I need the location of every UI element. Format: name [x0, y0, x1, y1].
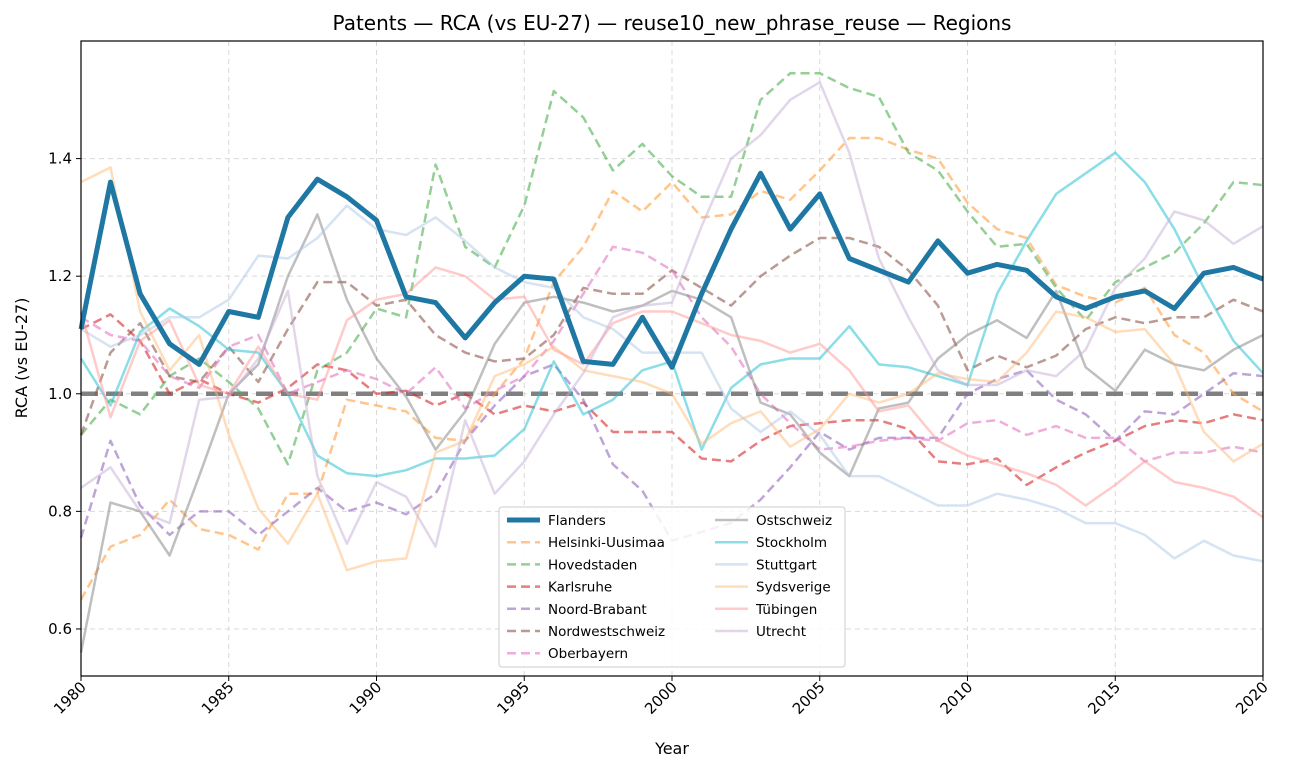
legend-label-stockholm: Stockholm: [756, 535, 827, 551]
legend-label-nordwestschweiz: Nordwestschweiz: [548, 624, 665, 640]
y-tick-label: 0.6: [48, 620, 72, 638]
legend-label-hovedstaden: Hovedstaden: [548, 557, 637, 573]
x-tick-label: 1985: [198, 678, 238, 718]
y-tick-label: 1.4: [48, 150, 72, 168]
legend-label-flanders: Flanders: [548, 513, 606, 529]
legend-label-karlsruhe: Karlsruhe: [548, 580, 612, 596]
chart-title: Patents — RCA (vs EU-27) — reuse10_new_p…: [333, 11, 1012, 35]
y-axis-label: RCA (vs EU-27): [12, 298, 31, 419]
x-tick-label: 1990: [346, 678, 386, 718]
series-line-karlsruhe: [80, 313, 1264, 487]
series-line-helsinki-uusimaa: [79, 136, 1264, 601]
y-tick-label: 1.0: [48, 385, 72, 403]
series-line-utrecht: [80, 80, 1264, 548]
series-line-nordwestschweiz: [79, 236, 1264, 436]
x-tick-label: 2020: [1232, 678, 1272, 718]
x-tick-label: 1980: [50, 678, 90, 718]
x-tick-label: 2015: [1084, 678, 1124, 718]
y-tick-label: 0.8: [48, 502, 72, 520]
series-line-ostschweiz: [79, 213, 1264, 653]
x-tick-label: 2000: [641, 678, 681, 718]
y-axis: 0.6 0.8 1.0 1.2 1.4: [48, 150, 81, 638]
series-line-oberbayern: [80, 245, 1264, 463]
series-layer: [78, 72, 1264, 653]
series-line-flanders: [78, 170, 1264, 370]
legend-label-oberbayern: Oberbayern: [548, 646, 628, 662]
series-line-sydsverige: [80, 166, 1264, 572]
legend-label-noord-brabant: Noord-Brabant: [548, 602, 647, 618]
series-line-hovedstaden: [80, 72, 1264, 466]
legend-label-helsinki-uusimaa: Helsinki-Uusimaa: [548, 535, 665, 551]
legend-label-sydsverige: Sydsverige: [756, 580, 831, 596]
legend-box: [498, 506, 846, 668]
x-axis: 1980 1985 1990 1995 2000 2005 2010 2015 2020: [50, 676, 1272, 718]
legend: Flanders Helsinki-Uusimaa Hovedstaden Karls…: [498, 506, 846, 668]
legend-label-utrecht: Utrecht: [756, 624, 806, 640]
legend-label-ostschweiz: Ostschweiz: [756, 513, 832, 529]
x-tick-label: 2010: [937, 678, 977, 718]
legend-label-stuttgart: Stuttgart: [756, 557, 817, 573]
x-tick-label: 2005: [789, 678, 829, 718]
x-tick-label: 1995: [493, 678, 533, 718]
series-line-t-bingen: [79, 266, 1264, 519]
legend-label-t-bingen: Tübingen: [755, 602, 817, 618]
y-tick-label: 1.2: [48, 267, 72, 285]
x-axis-label: Year: [654, 739, 689, 758]
